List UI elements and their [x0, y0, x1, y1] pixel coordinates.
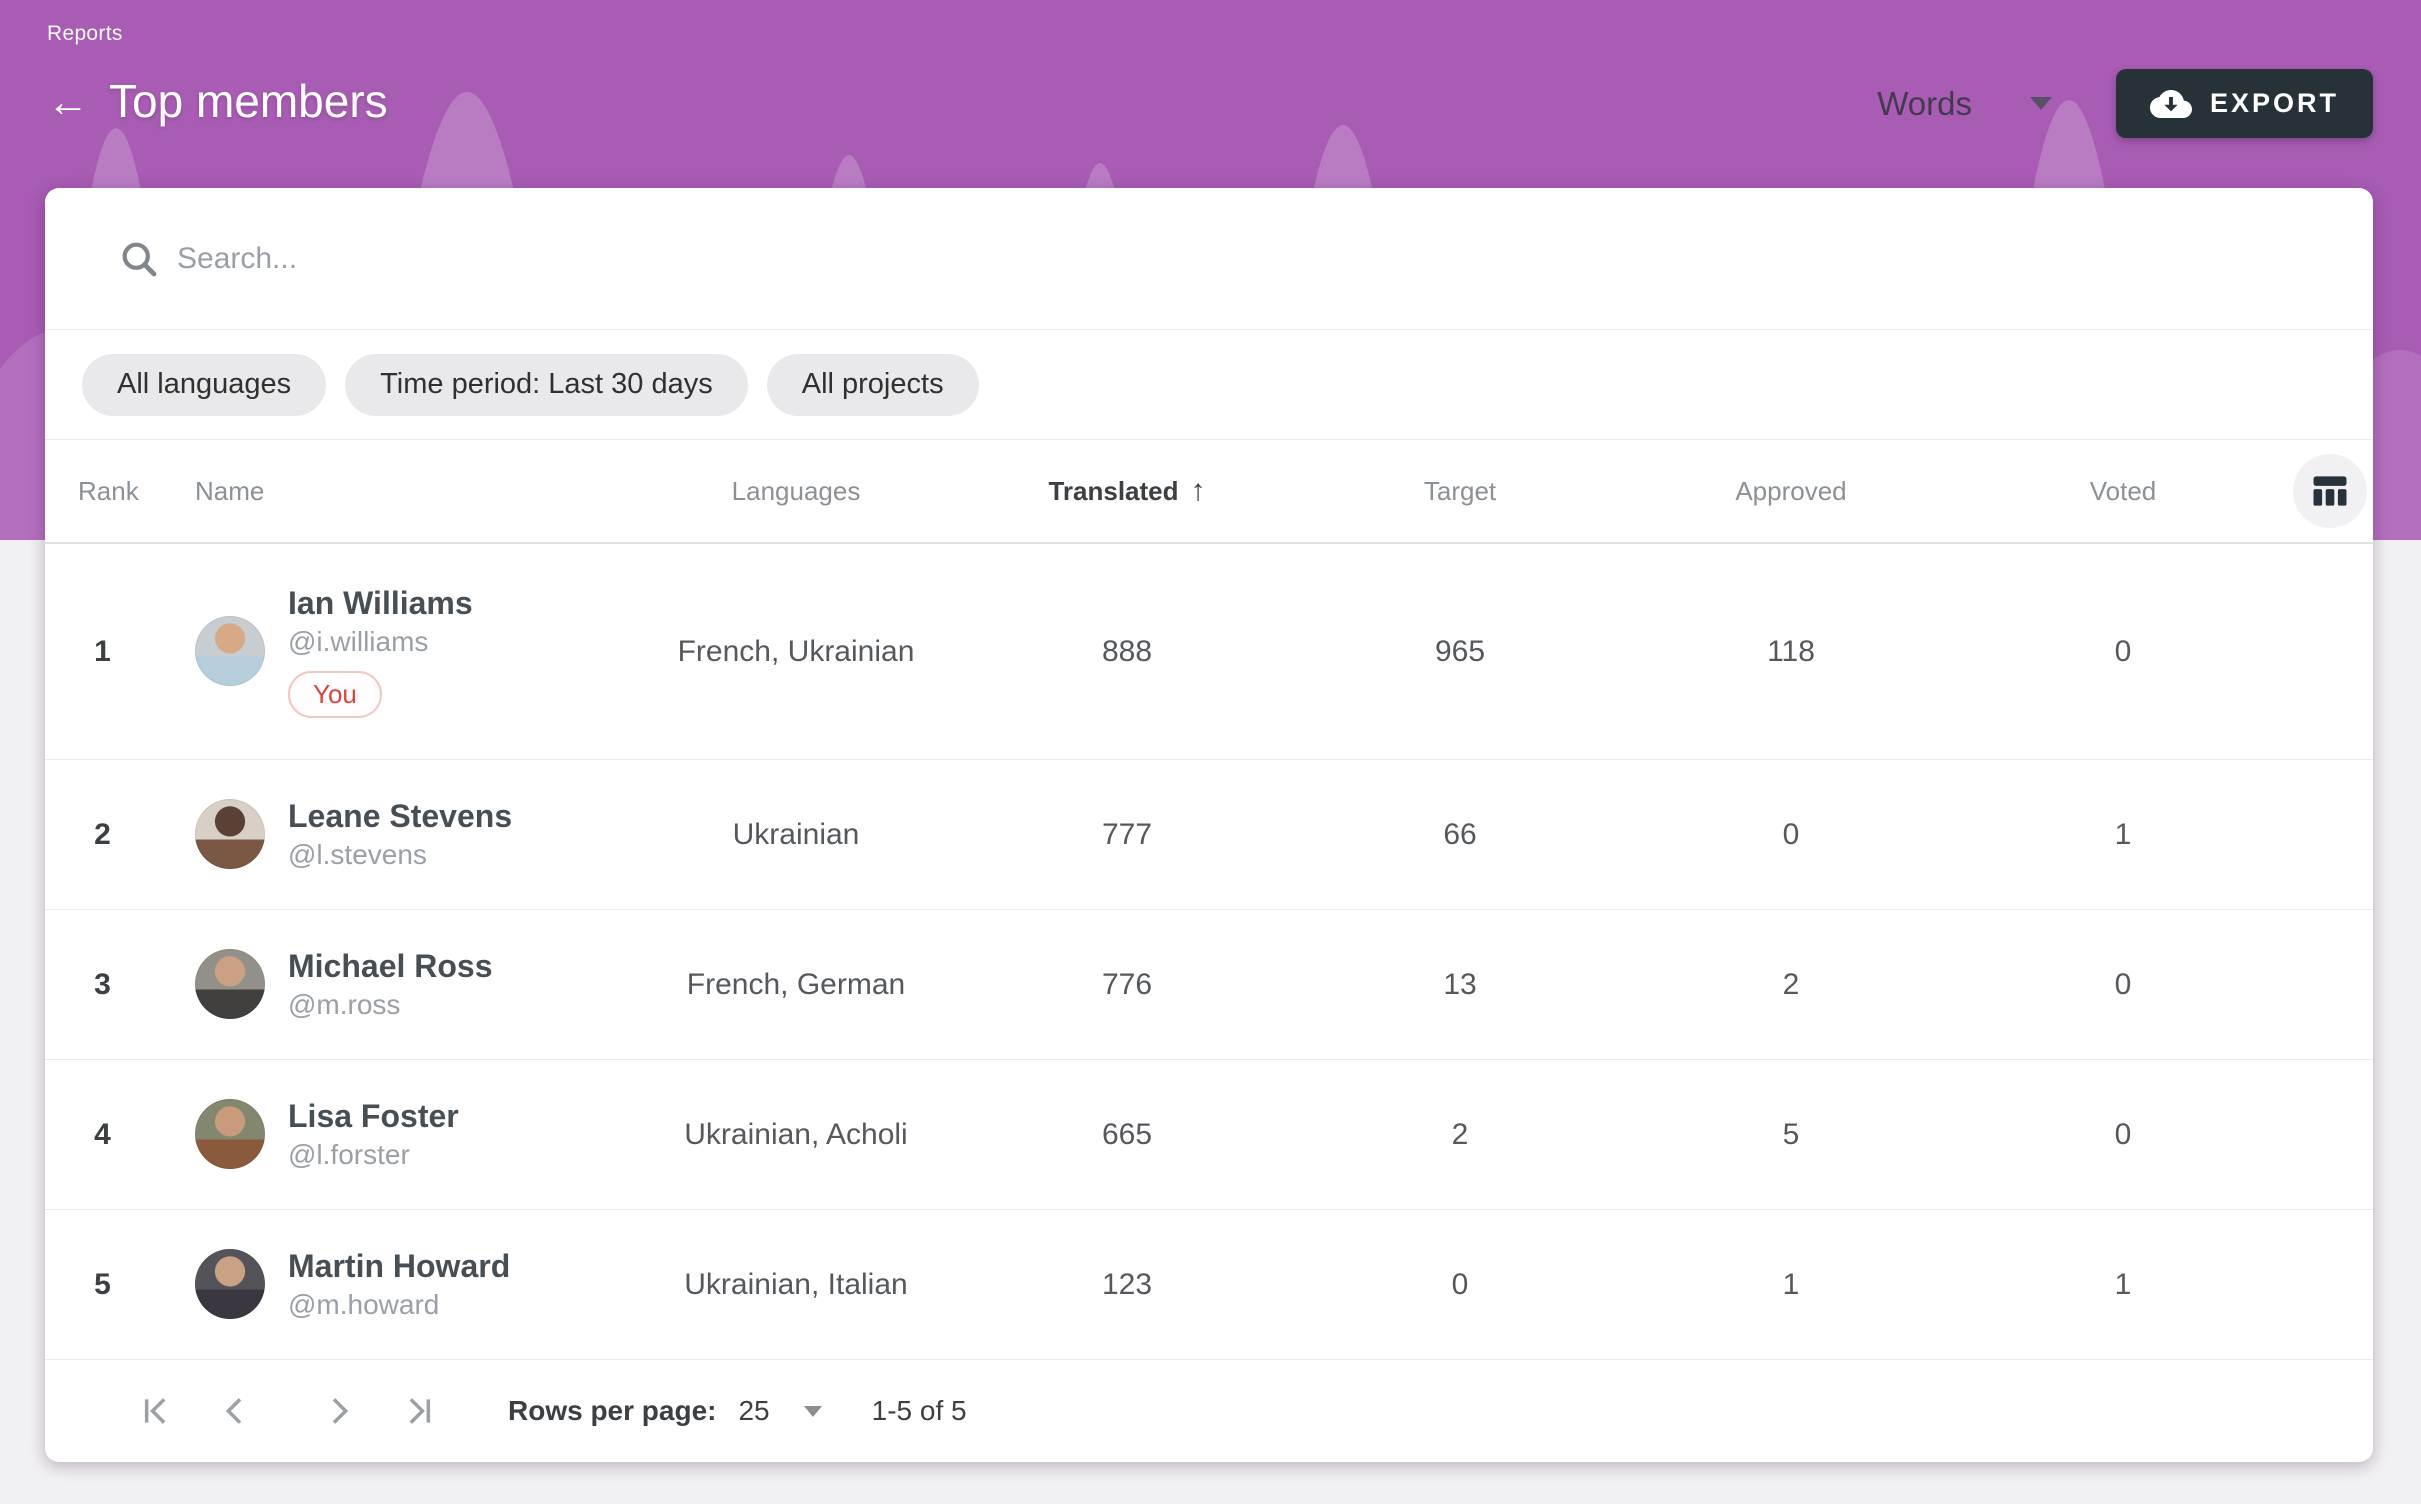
approved-value: 5	[1782, 1117, 1800, 1151]
chip-all-projects[interactable]: All projects	[766, 353, 979, 416]
rows-per-page-label: Rows per page:	[508, 1395, 717, 1426]
next-page-button[interactable]	[311, 1383, 367, 1439]
column-header-target: Target	[1423, 475, 1497, 506]
member-username: @i.williams	[288, 626, 429, 658]
avatar	[195, 1099, 265, 1170]
page-header: Reports ← Top members	[47, 22, 388, 128]
unit-dropdown-value: Words	[1877, 84, 1972, 122]
target-value: 965	[1434, 634, 1486, 668]
member-name: Ian Williams	[288, 585, 473, 622]
voted-value: 0	[2114, 967, 2132, 1001]
rank-value: 3	[94, 967, 111, 1001]
avatar	[195, 799, 265, 870]
member-name: Martin Howard	[288, 1247, 511, 1284]
chip-time-period[interactable]: Time period: Last 30 days	[345, 353, 748, 416]
rows-per-page-value[interactable]: 25	[738, 1395, 770, 1426]
languages-value: French, Ukrainian	[677, 634, 915, 668]
search-input[interactable]	[177, 241, 1777, 276]
previous-page-button[interactable]	[207, 1383, 263, 1439]
column-header-voted: Voted	[2089, 475, 2157, 506]
chevron-right-icon	[332, 1398, 349, 1424]
approved-value: 1	[1782, 1267, 1800, 1301]
export-button[interactable]: EXPORT	[2115, 69, 2373, 138]
languages-value: Ukrainian	[732, 817, 860, 851]
back-arrow-icon[interactable]: ←	[47, 78, 89, 125]
target-value: 2	[1451, 1117, 1469, 1151]
approved-value: 2	[1782, 967, 1800, 1001]
table-row: 5 Martin Howard @m.howard Ukrainian, Ita…	[45, 1210, 2373, 1360]
rank-value: 2	[94, 817, 111, 851]
target-value: 66	[1443, 817, 1477, 851]
member-name: Michael Ross	[288, 947, 493, 984]
avatar	[195, 1249, 265, 1320]
table-columns-icon	[2313, 476, 2347, 506]
last-page-button[interactable]	[392, 1383, 448, 1439]
languages-value: French, German	[686, 967, 906, 1001]
rank-value: 4	[94, 1117, 111, 1151]
rank-value: 5	[94, 1267, 111, 1301]
export-button-label: EXPORT	[2209, 88, 2339, 118]
member-name: Lisa Foster	[288, 1097, 459, 1134]
column-header-rank: Rank	[78, 475, 139, 506]
column-header-languages: Languages	[731, 475, 861, 506]
member-username: @l.stevens	[288, 838, 427, 870]
first-page-button[interactable]	[127, 1383, 183, 1439]
breadcrumb[interactable]: Reports	[47, 22, 123, 45]
table-header: Rank Name Languages Translated ↑ Target …	[45, 440, 2373, 544]
translated-value: 776	[1101, 967, 1153, 1001]
pagination-range: 1-5 of 5	[871, 1395, 967, 1426]
rank-value: 1	[94, 634, 111, 668]
pagination-bar: Rows per page: 25 1-5 of 5	[45, 1360, 2373, 1462]
avatar	[195, 616, 265, 687]
avatar	[195, 949, 265, 1020]
column-header-translated-label: Translated	[1048, 475, 1179, 506]
chevron-left-icon	[225, 1398, 242, 1424]
chip-all-languages[interactable]: All languages	[82, 353, 327, 416]
chevron-down-icon[interactable]	[803, 1405, 822, 1417]
filter-chips: All languages Time period: Last 30 days …	[45, 330, 2373, 440]
target-value: 0	[1451, 1267, 1469, 1301]
languages-value: Ukrainian, Acholi	[684, 1117, 908, 1151]
table-row: 4 Lisa Foster @l.forster Ukrainian, Acho…	[45, 1060, 2373, 1210]
cloud-download-icon	[2149, 89, 2192, 118]
search-bar	[45, 188, 2373, 330]
column-settings-button[interactable]	[2293, 454, 2367, 528]
translated-value: 665	[1101, 1117, 1153, 1151]
sort-ascending-icon: ↑	[1190, 474, 1206, 507]
first-page-icon	[144, 1398, 166, 1424]
voted-value: 1	[2114, 817, 2132, 851]
translated-value: 123	[1101, 1267, 1153, 1301]
header-controls: Words EXPORT	[1877, 69, 2373, 138]
you-badge: You	[288, 670, 382, 718]
voted-value: 0	[2114, 634, 2132, 668]
page-title: Top members	[109, 75, 388, 127]
column-header-approved: Approved	[1735, 475, 1847, 506]
translated-value: 888	[1101, 634, 1153, 668]
target-value: 13	[1443, 967, 1477, 1001]
report-card: All languages Time period: Last 30 days …	[45, 188, 2373, 1462]
voted-value: 0	[2114, 1117, 2132, 1151]
table-row: 3 Michael Ross @m.ross French, German 77…	[45, 910, 2373, 1060]
chevron-down-icon	[2029, 97, 2052, 110]
table-body: 1 Ian Williams @i.williams You French, U…	[45, 544, 2373, 1360]
approved-value: 0	[1782, 817, 1800, 851]
table-row: 1 Ian Williams @i.williams You French, U…	[45, 544, 2373, 760]
translated-value: 777	[1101, 817, 1153, 851]
approved-value: 118	[1767, 634, 1815, 668]
last-page-icon	[409, 1398, 431, 1424]
member-username: @l.forster	[288, 1138, 410, 1170]
languages-value: Ukrainian, Italian	[684, 1267, 908, 1301]
column-header-translated[interactable]: Translated ↑	[957, 474, 1297, 508]
column-header-name: Name	[195, 475, 265, 506]
search-icon	[122, 242, 157, 276]
member-name: Leane Stevens	[288, 797, 513, 834]
member-username: @m.howard	[288, 1288, 440, 1320]
unit-dropdown[interactable]: Words	[1877, 85, 2052, 123]
voted-value: 1	[2114, 1267, 2132, 1301]
member-username: @m.ross	[288, 988, 401, 1020]
table-row: 2 Leane Stevens @l.stevens Ukrainian 777…	[45, 760, 2373, 910]
